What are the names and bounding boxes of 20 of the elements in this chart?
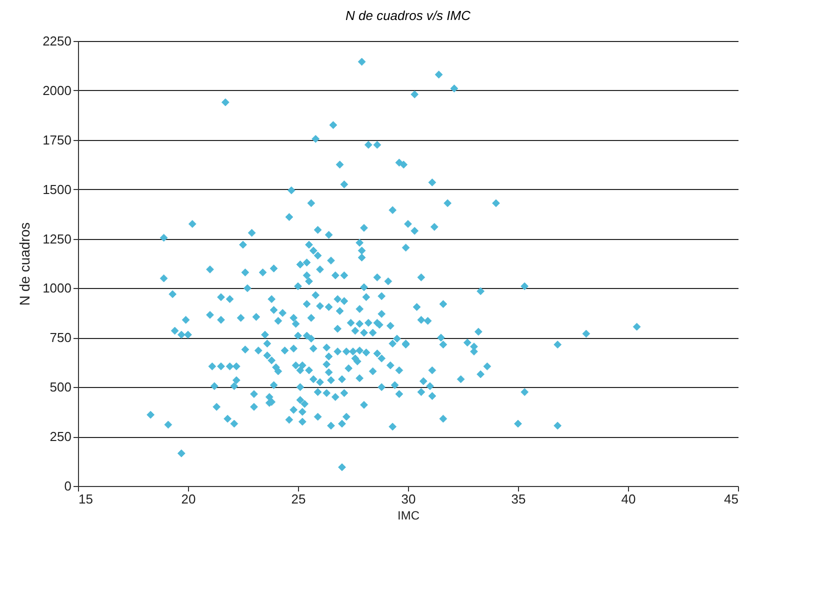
y-tick-label: 750 [50, 330, 72, 346]
x-tick-label: 15 [78, 492, 93, 506]
x-axis-title: IMC [398, 508, 420, 522]
chart-title: N de cuadros v/s IMC [346, 8, 472, 23]
x-tick-label: 30 [401, 492, 416, 506]
y-tick-label: 0 [64, 478, 72, 494]
y-axis-title: N de cuadros [16, 222, 33, 306]
x-tick-label: 45 [724, 492, 738, 506]
x-tick-label: 35 [511, 492, 526, 506]
y-tick-label: 1250 [42, 231, 72, 246]
y-tick-label: 500 [50, 380, 72, 395]
y-tick-label: 1000 [42, 280, 72, 296]
x-tick-label: 20 [181, 492, 196, 506]
y-tick-label: 250 [50, 429, 72, 444]
y-tick-label: 1500 [42, 182, 72, 197]
x-tick-label: 25 [291, 492, 306, 506]
y-tick-label: 1750 [42, 132, 72, 148]
x-tick-label: 40 [621, 492, 636, 506]
y-tick-label: 2250 [42, 34, 72, 48]
y-tick-label: 2000 [42, 82, 72, 98]
